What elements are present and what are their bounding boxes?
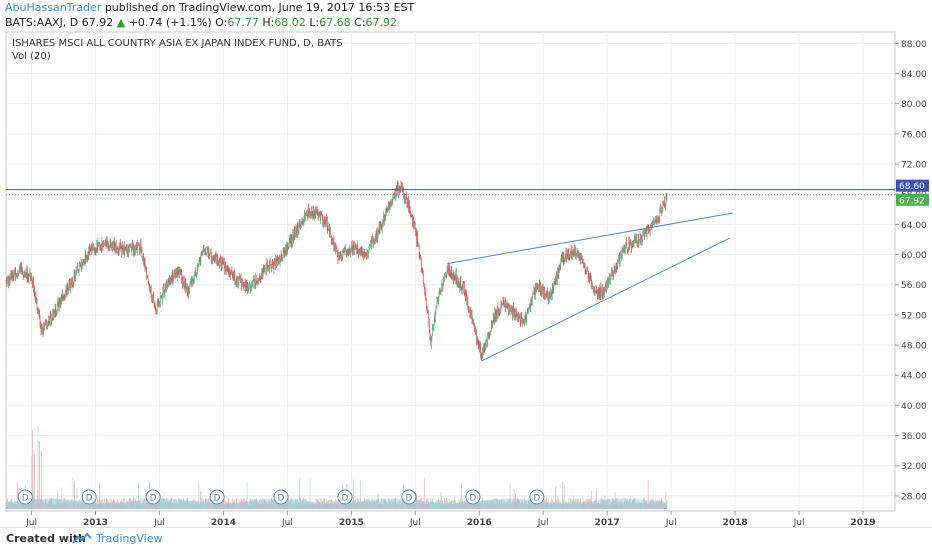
y-tick-label: 48.00 <box>901 342 927 352</box>
time-axis[interactable]: Jul 2013 Jul 2014 Jul 2015 Jul 2016 Jul 2017 Jul 20… <box>25 511 876 527</box>
price-label-box <box>896 193 929 206</box>
y-tick-label: 36.00 <box>901 432 927 442</box>
dividend-marker <box>145 489 161 505</box>
tradingview-logo-icon <box>72 533 92 544</box>
dividend-marker-label: D <box>86 494 93 504</box>
volume-bars <box>5 426 668 509</box>
dividend-marker <box>337 489 353 505</box>
publish-line: AbuHassanTrader published on TradingView… <box>5 1 414 14</box>
x-tick-label: Jul <box>25 518 37 527</box>
x-tick-label: 2017 <box>595 518 620 527</box>
dividend-marker <box>465 489 481 505</box>
x-tick-label: Jul <box>153 518 165 527</box>
chart-header: AbuHassanTrader published on TradingView… <box>5 0 925 32</box>
author-link[interactable]: AbuHassanTrader <box>5 1 102 14</box>
x-tick-label: 2015 <box>339 518 364 527</box>
published-text: published on TradingView.com, June 19, 2… <box>104 1 415 14</box>
x-tick-label: Jul <box>793 518 805 527</box>
x-tick-label: Jul <box>281 518 293 527</box>
high-label: H: <box>262 16 275 29</box>
y-tick-label: 56.00 <box>901 281 927 291</box>
dividend-marker-label: D <box>469 494 476 504</box>
price-label: 68.60 <box>899 182 925 192</box>
x-tick-label: Jul <box>537 518 549 527</box>
close-value: 67.92 <box>365 16 398 29</box>
dividend-marker-label: D <box>533 494 540 504</box>
price-label-box <box>896 179 929 192</box>
x-tick-label: 2018 <box>723 518 748 527</box>
x-tick-label: 2016 <box>467 518 492 527</box>
low-label: L: <box>309 16 320 29</box>
annotations[interactable] <box>6 189 895 362</box>
y-tick-label: 32.00 <box>901 462 927 472</box>
dividend-marker <box>209 489 225 505</box>
price-label: 67.92 <box>899 196 925 206</box>
dividend-marker-label: D <box>150 494 157 504</box>
volume-ma-area <box>6 498 668 509</box>
trendline <box>481 237 731 362</box>
x-tick-label: 2014 <box>211 518 236 527</box>
y-tick-label: 44.00 <box>901 372 927 382</box>
dividend-marker-label: D <box>278 494 285 504</box>
grid <box>6 32 895 511</box>
x-tick-label: Jul <box>409 518 421 527</box>
footer: Created with TradingView <box>0 527 932 551</box>
up-triangle-icon: ▲ <box>116 16 126 29</box>
y-tick-label: 76.00 <box>901 130 927 140</box>
open-value: 67.77 <box>227 16 259 29</box>
dividend-marker-label: D <box>405 494 412 504</box>
x-tick-label: Jul <box>665 518 677 527</box>
y-tick-label: 40.00 <box>901 402 927 412</box>
dividend-marker-label: D <box>342 494 349 504</box>
ohlc-line: BATS:AAXJ, D 67.92 ▲ +0.74 (+1.1%) O:67.… <box>5 16 397 29</box>
price-axis[interactable]: 28.00 32.00 36.00 40.00 44.00 48.00 52.00 56.00… <box>895 40 929 503</box>
y-tick-label: 52.00 <box>901 311 927 321</box>
y-tick-label: 60.00 <box>901 251 927 261</box>
high-value: 68.02 <box>274 16 306 29</box>
created-with-label: Created with <box>6 532 86 545</box>
volume-label: Vol (20) <box>12 51 51 62</box>
y-tick-label: 84.00 <box>901 70 927 80</box>
dividend-marker <box>81 489 97 505</box>
y-tick-label: 88.00 <box>901 40 927 50</box>
dividend-marker <box>17 489 33 505</box>
chart-title: ISHARES MSCI ALL COUNTRY ASIA EX JAPAN I… <box>12 38 343 49</box>
trendline <box>447 212 733 265</box>
dividend-marker-label: D <box>214 494 221 504</box>
dividend-marker-label: D <box>22 494 29 504</box>
dividend-marker <box>273 489 289 505</box>
y-tick-label: 80.00 <box>901 100 927 110</box>
y-tick-label: 64.00 <box>901 221 927 231</box>
dividend-marker <box>401 489 417 505</box>
y-tick-label: 28.00 <box>901 492 927 502</box>
tradingview-brand[interactable]: TradingView <box>96 532 163 545</box>
y-tick-label: 72.00 <box>901 161 927 171</box>
x-tick-label: 2013 <box>83 518 108 527</box>
price-change: +0.74 (+1.1%) <box>128 16 212 29</box>
open-label: O: <box>215 16 228 29</box>
x-tick-label: 2019 <box>850 518 875 527</box>
last-price: 67.92 <box>81 16 114 29</box>
low-value: 67.68 <box>319 16 351 29</box>
dividend-marker <box>529 489 545 505</box>
symbol-label: BATS:AAXJ, D <box>5 16 79 29</box>
close-label: C: <box>354 16 366 29</box>
price-chart[interactable]: D D D D D D D D D 28.00 32.00 36.00 40.00 44.00 48.00… <box>0 0 932 527</box>
